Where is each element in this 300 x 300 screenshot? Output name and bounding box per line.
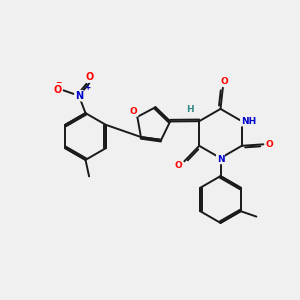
Text: O: O <box>175 161 183 170</box>
Text: N: N <box>217 154 224 164</box>
Text: O: O <box>220 77 228 86</box>
Text: N: N <box>75 91 83 101</box>
Text: O: O <box>85 72 94 82</box>
Text: NH: NH <box>241 117 256 126</box>
Text: O: O <box>54 85 62 95</box>
Text: O: O <box>266 140 273 149</box>
Text: O: O <box>130 107 138 116</box>
Text: H: H <box>186 105 194 114</box>
Text: −: − <box>55 78 61 87</box>
Text: +: + <box>84 83 90 92</box>
